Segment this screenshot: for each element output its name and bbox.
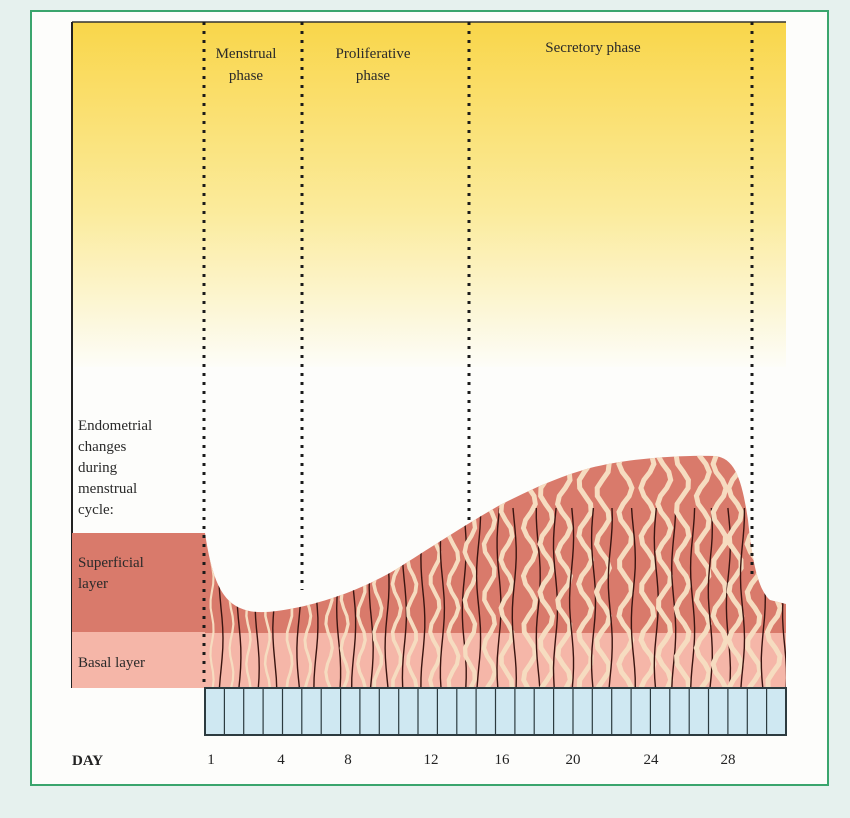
endometrial-changes-label: Endometrial changes during menstrual cyc… [78,418,156,518]
superficial-layer-label: Superficial layer [78,555,148,592]
gland [616,455,636,688]
spiral-artery [607,507,614,688]
day-tick: 24 [644,752,660,768]
gland [710,455,730,688]
spiral-artery [475,507,482,688]
gland [575,455,595,688]
hormone-background [72,22,786,367]
gland [593,455,613,688]
spiral-artery [739,508,746,688]
day-tick: 28 [721,752,736,768]
day-tick: 1 [207,752,215,768]
day-tick: 12 [424,752,439,768]
spiral-artery [568,507,575,688]
phase-dividers [202,22,754,688]
spiral-artery [689,507,696,688]
day-axis-label: DAY [72,753,103,769]
spiral-artery [511,507,518,688]
superficial-layer-key [72,533,205,632]
day-tick: 8 [344,752,352,768]
day-ticks: 1 4 8 12 16 20 24 28 [207,752,735,768]
day-tick: 20 [566,752,581,768]
basal-layer-label: Basal layer [78,655,145,671]
gland [673,455,692,688]
spiral-artery [670,507,677,688]
spiral-artery [461,507,467,688]
day-tick: 4 [277,752,285,768]
spiral-artery [590,507,597,688]
spiral-artery [630,507,637,688]
gland [636,455,657,688]
gland [554,455,574,688]
secretory-phase-label: Secretory phase [545,40,641,56]
spiral-artery [535,508,541,688]
day-bar [204,687,787,736]
gland [693,455,712,688]
menstrual-phase-label: Menstrual phase [216,46,277,84]
gland [655,455,674,688]
proliferative-phase-label: Proliferative phase [336,46,411,84]
day-tick: 16 [495,752,511,768]
